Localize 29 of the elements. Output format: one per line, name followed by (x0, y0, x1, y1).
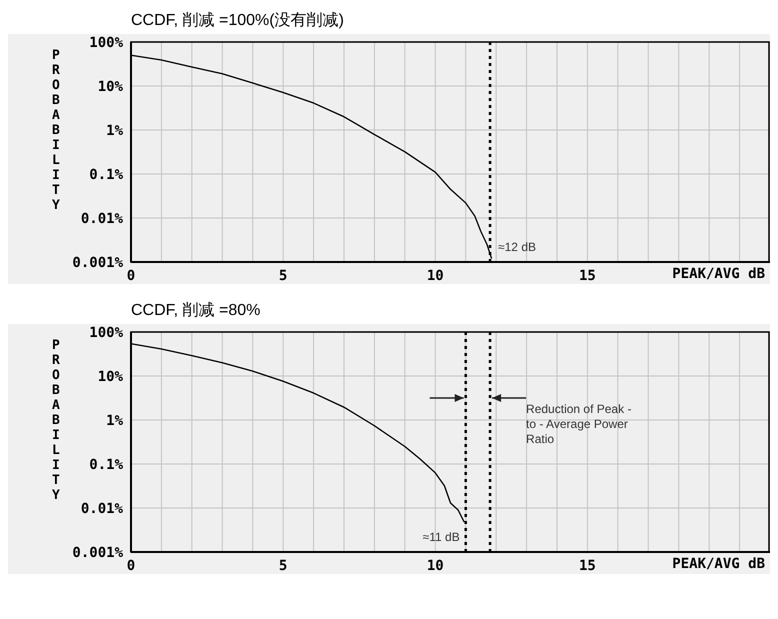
y-tick-label: 10% (98, 368, 124, 385)
x-tick-label: 5 (278, 558, 288, 574)
x-tick-label: 0 (126, 558, 136, 574)
y-tick-label: 1% (106, 122, 124, 139)
annotation: Reduction of Peak - to - Average Power Ratio (526, 402, 632, 447)
x-axis-title: PEAK/AVG dB (672, 556, 765, 572)
y-tick-label: 0.01% (80, 500, 124, 517)
y-tick-label: 1% (106, 412, 124, 429)
y-tick-label: 0.1% (89, 456, 124, 473)
y-tick-label: 0.01% (80, 210, 124, 227)
y-tick-label: 0.1% (89, 166, 124, 183)
y-tick-label: 100% (89, 34, 124, 51)
y-tick-label: 100% (89, 324, 124, 341)
y-tick-label: 0.001% (72, 544, 124, 561)
y-tick-label: 10% (98, 78, 124, 95)
x-tick-label: 10 (426, 268, 444, 284)
x-axis-title: PEAK/AVG dB (672, 266, 765, 282)
x-tick-label: 15 (579, 558, 596, 574)
annotation: ≈12 dB (498, 240, 536, 254)
text: PROBABILITY (52, 338, 60, 503)
chart-title: CCDF, 削减 =80% (131, 300, 262, 321)
chart-title: CCDF, 削减 =100%(没有削减) (131, 10, 345, 31)
x-tick-label: 0 (126, 268, 136, 284)
annotation: ≈11 dB (422, 530, 460, 544)
x-tick-label: 5 (278, 268, 288, 284)
text: PROBABILITY (52, 48, 60, 213)
x-tick-label: 10 (426, 558, 444, 574)
y-tick-label: 0.001% (72, 254, 124, 271)
x-tick-label: 15 (579, 268, 596, 284)
